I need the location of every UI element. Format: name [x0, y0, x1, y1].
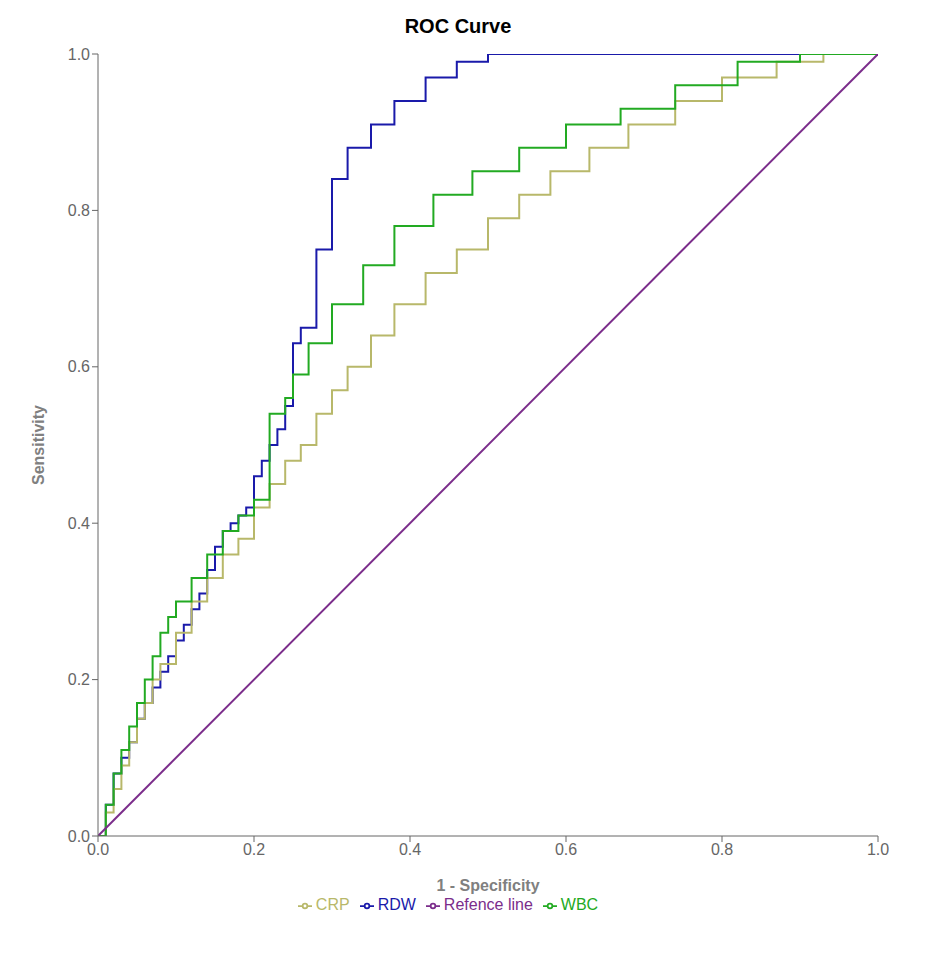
svg-text:0.6: 0.6: [555, 841, 577, 858]
svg-text:0.4: 0.4: [399, 841, 421, 858]
svg-text:0.0: 0.0: [68, 828, 90, 845]
svg-text:0.2: 0.2: [68, 671, 90, 688]
svg-text:0.0: 0.0: [87, 841, 109, 858]
html-text:CRP: CRP: [315, 896, 350, 913]
svg-text:0.2: 0.2: [243, 841, 265, 858]
svg-text:1.0: 1.0: [867, 841, 889, 858]
svg-text:Sensitivity: Sensitivity: [30, 405, 47, 485]
svg-text:1.0: 1.0: [68, 46, 90, 63]
svg-text:0.8: 0.8: [711, 841, 733, 858]
html-text:RDW: RDW: [377, 896, 416, 913]
svg-text:0.4: 0.4: [68, 515, 90, 532]
svg-text:1 - Specificity: 1 - Specificity: [436, 877, 539, 894]
svg-text:0.6: 0.6: [68, 358, 90, 375]
html-text:Refence line: Refence line: [443, 896, 533, 913]
html-text:ROC Curve: ROC Curve: [404, 15, 512, 37]
html-text:WBC: WBC: [560, 896, 599, 913]
svg-text:0.8: 0.8: [68, 202, 90, 219]
